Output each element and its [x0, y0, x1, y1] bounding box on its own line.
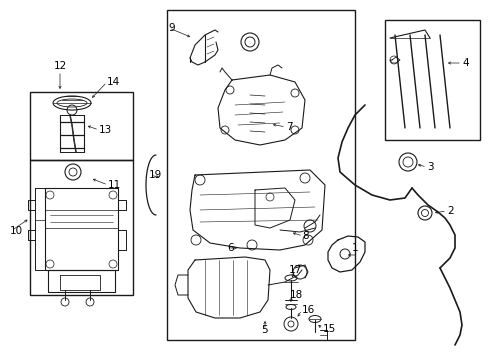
Text: 2: 2: [446, 206, 453, 216]
Text: 10: 10: [10, 226, 23, 236]
Text: 5: 5: [261, 325, 268, 335]
Bar: [167, 10, 354, 340]
Bar: [30, 92, 133, 160]
Text: 9: 9: [168, 23, 174, 33]
Text: 19: 19: [149, 170, 162, 180]
Text: 8: 8: [302, 231, 308, 241]
Text: 15: 15: [323, 324, 336, 334]
Text: 14: 14: [107, 77, 120, 87]
Text: 3: 3: [426, 162, 433, 172]
Text: 18: 18: [289, 290, 303, 300]
Text: 13: 13: [99, 125, 112, 135]
Bar: [384, 20, 479, 140]
Bar: [30, 160, 133, 295]
Text: 17: 17: [288, 265, 301, 275]
Text: 12: 12: [53, 61, 66, 71]
Text: 1: 1: [351, 243, 358, 253]
Text: 4: 4: [461, 58, 468, 68]
Text: 16: 16: [302, 305, 315, 315]
Text: 11: 11: [108, 180, 121, 190]
Text: 6: 6: [226, 243, 233, 253]
Text: 7: 7: [285, 122, 292, 132]
